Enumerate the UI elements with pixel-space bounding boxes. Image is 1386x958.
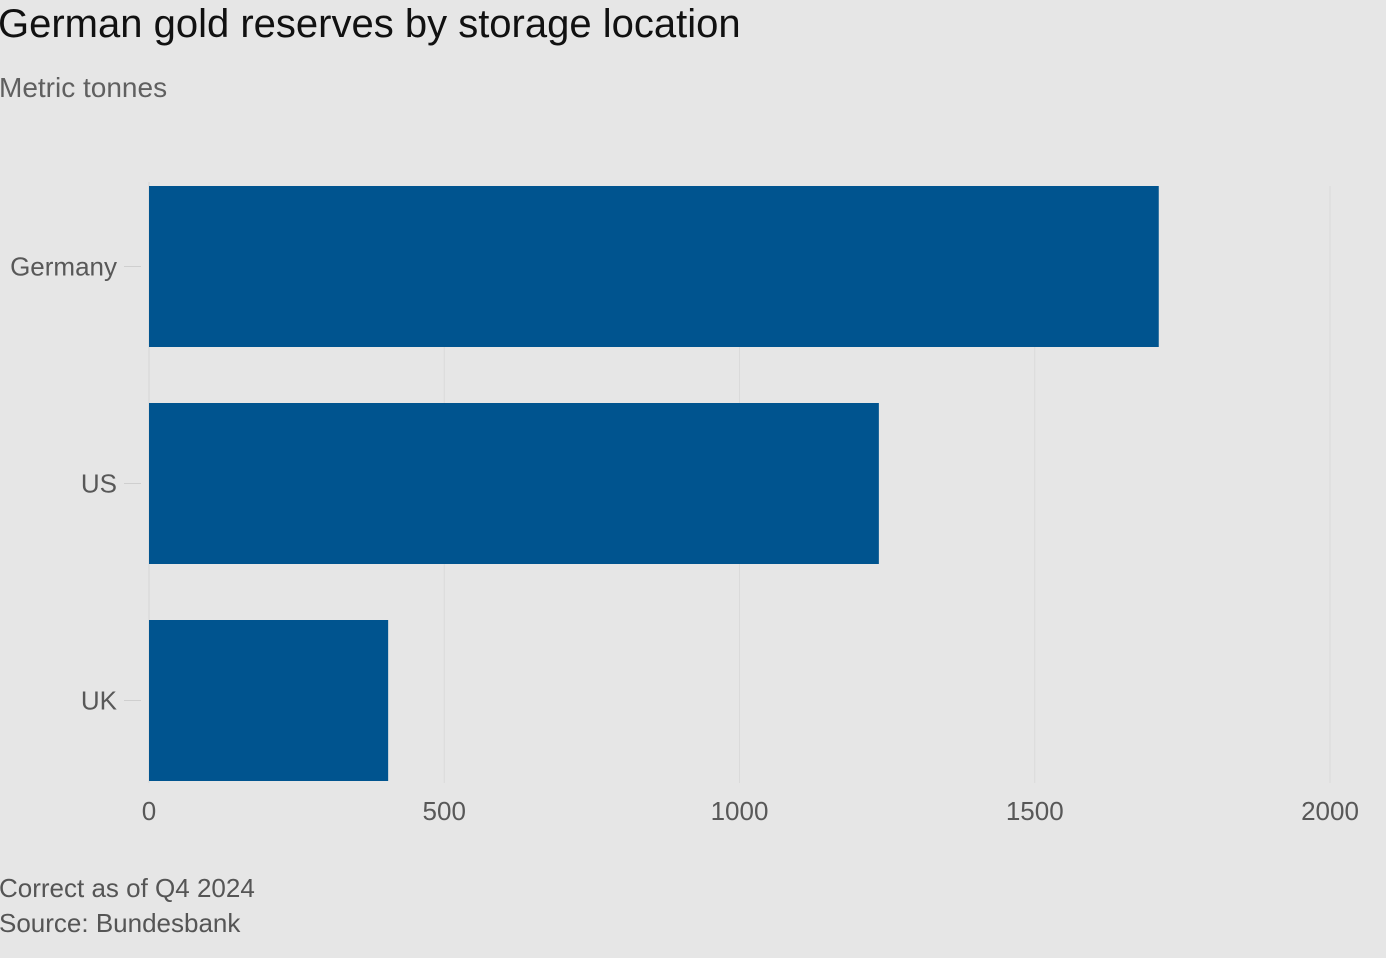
source-note: Source: Bundesbank (0, 908, 241, 938)
x-tick-label-3: 1500 (1006, 796, 1064, 826)
footer-note: Correct as of Q4 2024 (0, 873, 255, 903)
category-label-germany: Germany (10, 252, 117, 282)
bar-germany (149, 186, 1159, 347)
y-axis-categories: Germany US UK (10, 252, 141, 716)
category-label-uk: UK (81, 686, 118, 716)
category-label-us: US (81, 469, 117, 499)
chart-subtitle: Metric tonnes (0, 72, 168, 103)
x-tick-label-2: 1000 (711, 796, 769, 826)
bar-us (149, 403, 879, 564)
x-tick-label-4: 2000 (1301, 796, 1359, 826)
x-axis-ticks: 0 500 1000 1500 2000 (142, 796, 1359, 826)
chart-title: German gold reserves by storage location (0, 2, 741, 46)
x-tick-label-1: 500 (423, 796, 466, 826)
bar-uk (149, 620, 389, 781)
bars (149, 186, 1159, 781)
x-tick-label-0: 0 (142, 796, 156, 826)
